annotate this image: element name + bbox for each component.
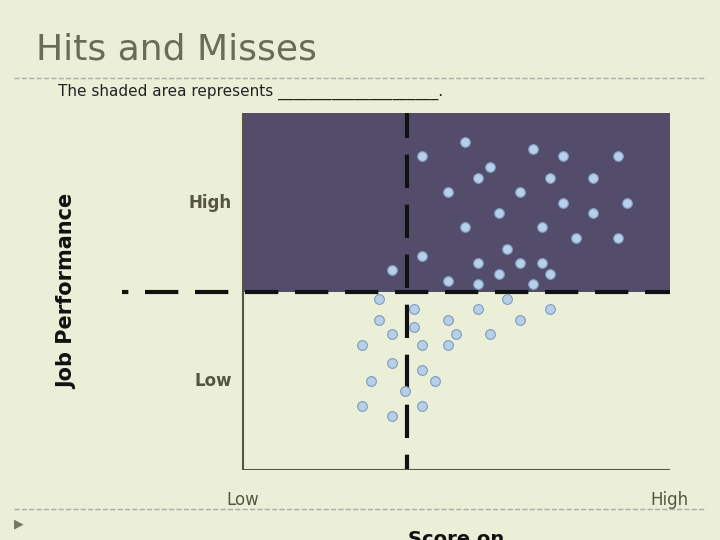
Text: The shaded area represents _____________________.: The shaded area represents _____________…	[58, 84, 443, 100]
Text: Score on: Score on	[408, 530, 504, 540]
Bar	[243, 113, 670, 292]
Text: Low: Low	[194, 372, 232, 390]
Text: High: High	[651, 491, 688, 509]
Text: High: High	[189, 193, 232, 212]
Text: Low: Low	[226, 491, 259, 509]
Text: ▶: ▶	[14, 517, 24, 530]
Text: Hits and Misses: Hits and Misses	[36, 32, 317, 66]
Text: Job Performance: Job Performance	[58, 194, 78, 389]
